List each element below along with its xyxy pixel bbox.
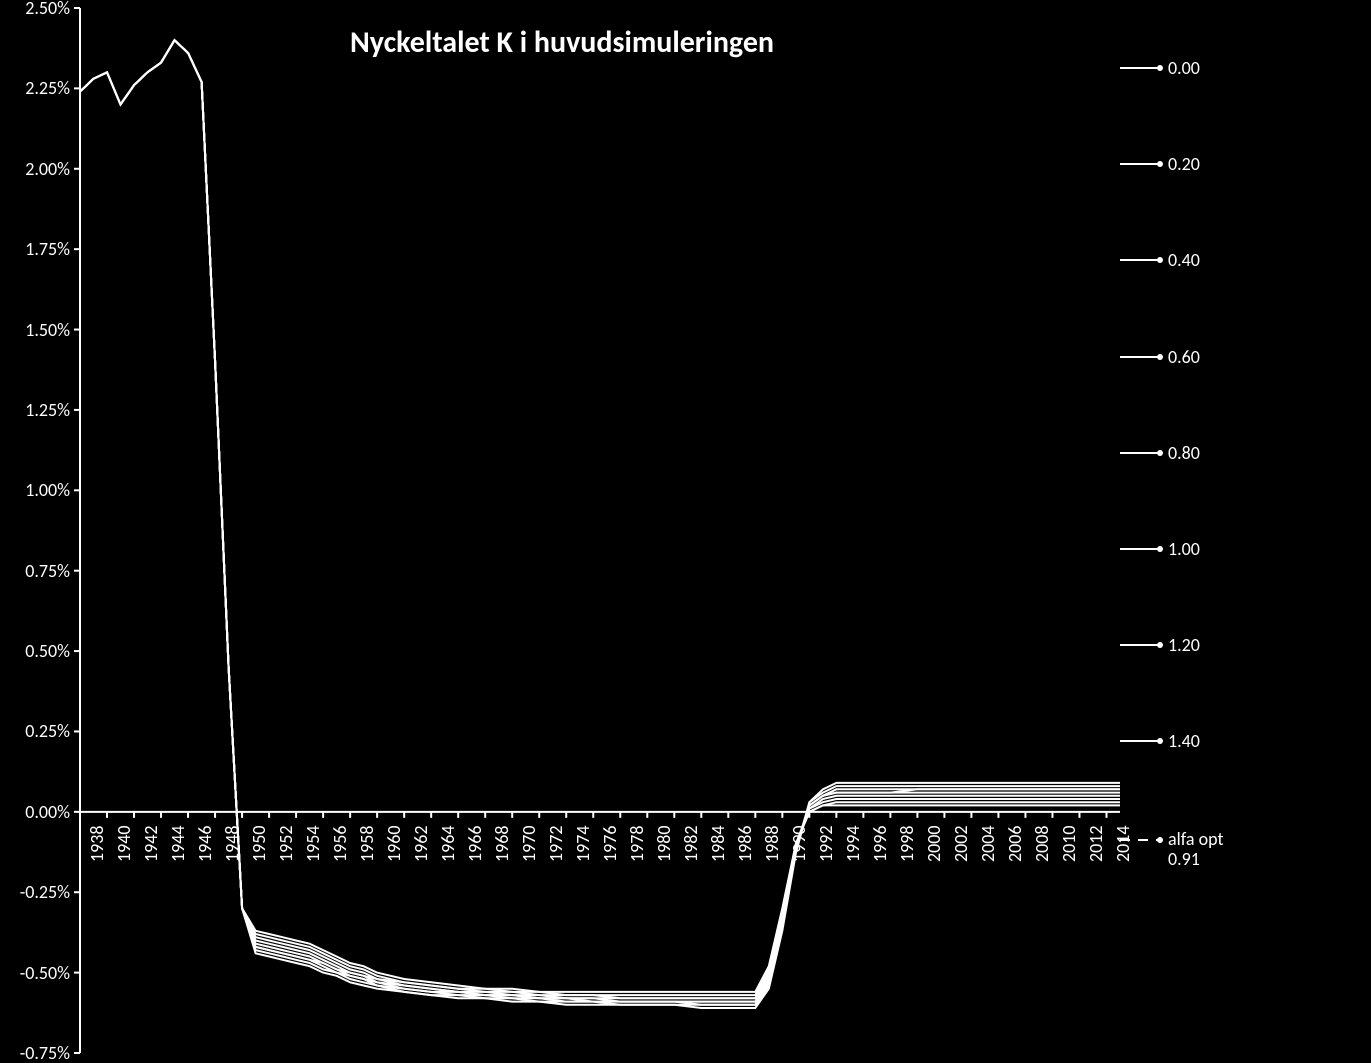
x-tick-label: 1964 — [437, 825, 459, 862]
x-tick-label: 2008 — [1031, 825, 1053, 862]
x-tick-label: 1952 — [275, 825, 297, 862]
legend-swatch-endcap — [1157, 642, 1163, 648]
legend-label: alfa opt0.91 — [1168, 830, 1224, 870]
x-tick-label: 1984 — [707, 825, 729, 862]
x-tick-label: 1976 — [599, 825, 621, 862]
legend-label: 0.20 — [1168, 153, 1200, 175]
x-tick-label: 1982 — [680, 825, 702, 862]
x-tick-label: 1946 — [194, 825, 216, 862]
x-tick-label: 1954 — [302, 825, 324, 862]
y-tick-label: 1.75% — [0, 238, 70, 260]
y-tick-label: 0.00% — [0, 801, 70, 823]
x-tick-label: 1996 — [869, 825, 891, 862]
x-tick-label: 1944 — [167, 825, 189, 862]
x-tick-label: 1966 — [464, 825, 486, 862]
y-tick-label: 2.00% — [0, 158, 70, 180]
legend-label: 1.00 — [1168, 538, 1200, 560]
legend-label: 0.40 — [1168, 249, 1200, 271]
legend-swatch-endcap — [1157, 65, 1163, 71]
chart-svg — [0, 0, 1371, 1063]
x-tick-label: 2006 — [1004, 825, 1026, 862]
legend-swatch-endcap — [1157, 257, 1163, 263]
y-tick-label: 2.50% — [0, 0, 70, 19]
legend-label: 1.20 — [1168, 634, 1200, 656]
x-tick-label: 1948 — [221, 825, 243, 862]
x-tick-label: 2002 — [950, 825, 972, 862]
y-tick-label: 0.50% — [0, 640, 70, 662]
x-tick-label: 2010 — [1058, 825, 1080, 862]
y-tick-label: -0.25% — [0, 881, 70, 903]
x-tick-label: 1988 — [761, 825, 783, 862]
x-tick-label: 1986 — [734, 825, 756, 862]
x-tick-label: 1978 — [626, 825, 648, 862]
x-tick-label: 1940 — [113, 825, 135, 862]
series-line — [80, 40, 1120, 1008]
x-tick-label: 1956 — [329, 825, 351, 862]
x-tick-label: 1942 — [140, 825, 162, 862]
x-tick-label: 2014 — [1112, 825, 1134, 862]
x-tick-label: 1980 — [653, 825, 675, 862]
y-tick-label: 2.25% — [0, 77, 70, 99]
y-tick-label: 0.75% — [0, 560, 70, 582]
legend-swatch-endcap — [1157, 354, 1163, 360]
x-tick-label: 2000 — [923, 825, 945, 862]
legend-swatch-endcap — [1157, 546, 1163, 552]
y-tick-label: -0.75% — [0, 1042, 70, 1063]
x-tick-label: 1990 — [788, 825, 810, 862]
x-tick-label: 1998 — [896, 825, 918, 862]
x-tick-label: 1938 — [86, 825, 108, 862]
x-tick-label: 1968 — [491, 825, 513, 862]
y-tick-label: 0.25% — [0, 720, 70, 742]
legend-swatch-endcap — [1157, 161, 1163, 167]
y-tick-label: 1.50% — [0, 319, 70, 341]
x-tick-label: 1974 — [572, 825, 594, 862]
x-tick-label: 1992 — [815, 825, 837, 862]
x-tick-label: 1970 — [518, 825, 540, 862]
x-tick-label: 1962 — [410, 825, 432, 862]
x-tick-label: 1994 — [842, 825, 864, 862]
x-tick-label: 1958 — [356, 825, 378, 862]
y-tick-label: 1.00% — [0, 479, 70, 501]
x-tick-label: 1950 — [248, 825, 270, 862]
legend-label: 0.80 — [1168, 442, 1200, 464]
legend-label: 1.40 — [1168, 730, 1200, 752]
legend-label: 0.00 — [1168, 57, 1200, 79]
legend-label: 0.60 — [1168, 346, 1200, 368]
x-tick-label: 2012 — [1085, 825, 1107, 862]
x-tick-label: 2004 — [977, 825, 999, 862]
legend-swatch-endcap — [1157, 837, 1163, 843]
x-tick-label: 1960 — [383, 825, 405, 862]
chart-title: Nyckeltalet K i huvudsimuleringen — [350, 24, 774, 61]
y-tick-label: 1.25% — [0, 399, 70, 421]
legend-swatch-endcap — [1157, 450, 1163, 456]
y-tick-label: -0.50% — [0, 962, 70, 984]
chart-root: -0.75% -0.50% -0.25% 0.00% 0.25% 0.50% 0.75% 1.… — [0, 0, 1371, 1063]
x-tick-label: 1972 — [545, 825, 567, 862]
legend-swatch-endcap — [1157, 738, 1163, 744]
